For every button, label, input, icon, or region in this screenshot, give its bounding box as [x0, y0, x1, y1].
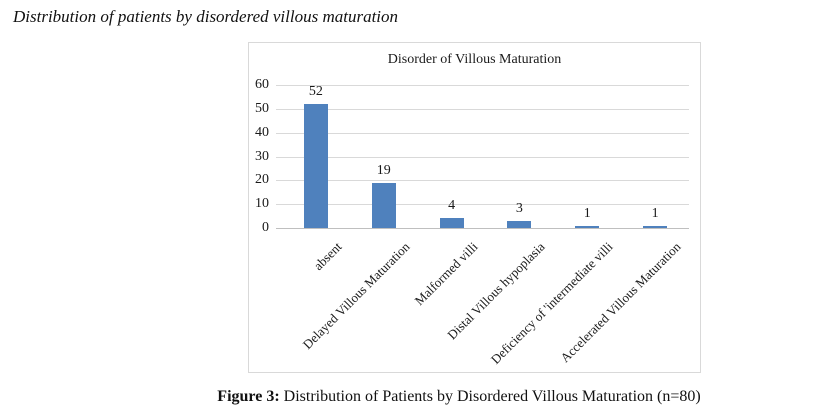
- document-heading: Distribution of patients by disordered v…: [13, 7, 399, 26]
- bar: [507, 220, 532, 228]
- x-tick-label-text: absent: [310, 239, 345, 274]
- y-tick-label: 20: [255, 172, 269, 188]
- bar: [439, 218, 464, 228]
- y-tick-label: 0: [262, 220, 269, 235]
- bar-value-label: 52: [308, 84, 323, 100]
- bar-value-label: 1: [651, 205, 659, 221]
- chart-title: Disorder of Villous Maturation: [387, 52, 562, 67]
- bar-value-label: 19: [376, 162, 391, 178]
- figure-caption: Figure 3: Distribution of Patients by Di…: [217, 387, 700, 407]
- x-tick-label-text: Deficiency of 'intermediate villi: [487, 239, 616, 367]
- x-tick-label-text: Malformed villi: [411, 239, 481, 309]
- bar-value-label: 3: [515, 200, 523, 216]
- figure-caption-text: Distribution of Patients by Disordered V…: [279, 388, 701, 405]
- gridline: [276, 85, 689, 86]
- x-axis-line: [276, 228, 689, 229]
- bar-value-label: 4: [448, 198, 456, 214]
- y-tick-label: 10: [255, 196, 269, 212]
- y-tick-label: 60: [255, 77, 269, 92]
- gridline: [276, 156, 689, 158]
- gridline: [276, 108, 689, 110]
- bar: [643, 225, 668, 228]
- bar-chart: Disorder of Villous Maturation 0 10 20 30 40…: [248, 42, 701, 373]
- y-tick-label: 40: [255, 124, 269, 140]
- y-tick-label: 50: [255, 100, 269, 116]
- y-tick-label: 30: [255, 148, 269, 164]
- bar: [303, 104, 328, 228]
- gridline: [276, 180, 689, 182]
- gridline: [276, 204, 689, 206]
- bar: [575, 225, 600, 228]
- gridline: [276, 132, 689, 134]
- bar-value-label: 1: [583, 205, 591, 221]
- figure-caption-label: Figure 3:: [217, 388, 280, 405]
- bar: [371, 182, 396, 228]
- x-tick-label-text: Accelerated Villous Maturation: [557, 239, 684, 366]
